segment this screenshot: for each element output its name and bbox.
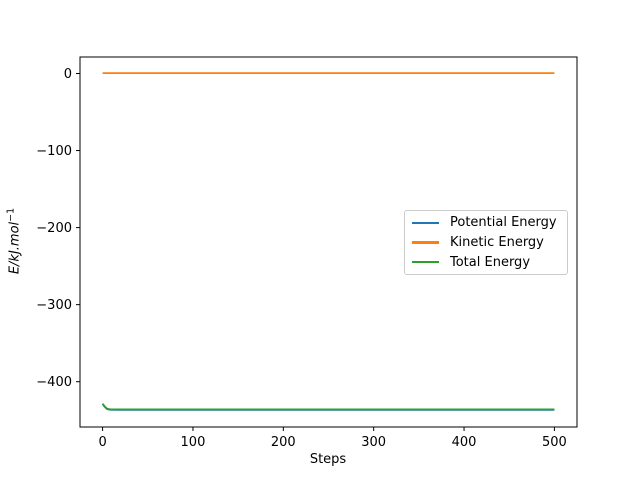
y-tick-label: −100 <box>36 144 72 159</box>
legend-item-kinetic-energy: Kinetic Energy <box>412 233 560 253</box>
legend-label-kinetic: Kinetic Energy <box>450 235 544 250</box>
y-tick-label: −200 <box>36 221 72 236</box>
y-tick-label: −300 <box>36 298 72 313</box>
y-axis-label: E/kJ.mol−1 <box>5 208 22 274</box>
legend-item-potential-energy: Potential Energy <box>412 213 560 233</box>
x-tick-label: 300 <box>361 435 386 450</box>
axes-frame <box>79 56 578 428</box>
legend-item-total-energy: Total Energy <box>412 252 560 272</box>
y-tick-label: 0 <box>64 67 72 82</box>
legend-line-sample-total <box>412 260 439 264</box>
legend-line-sample-kinetic <box>412 241 439 244</box>
x-tick-label: 500 <box>542 435 567 450</box>
x-axis-label: Steps <box>309 452 347 467</box>
y-tick-label: −400 <box>36 375 72 390</box>
y-axis-label-superscript: −1 <box>5 207 17 222</box>
legend-label-total: Total Energy <box>450 254 531 270</box>
x-tick-label: 400 <box>452 435 477 450</box>
legend-label-potential: Potential Energy <box>450 215 557 231</box>
legend: Potential Energy Kinetic Energy Total En… <box>404 210 568 275</box>
series-line-total-energy <box>101 403 555 411</box>
legend-line-sample-potential <box>412 221 439 225</box>
y-axis-label-base: E/kJ.mol <box>7 221 23 275</box>
x-tick-label: 100 <box>181 435 206 450</box>
x-tick-label: 0 <box>98 435 106 450</box>
x-tick-label: 200 <box>271 435 296 450</box>
